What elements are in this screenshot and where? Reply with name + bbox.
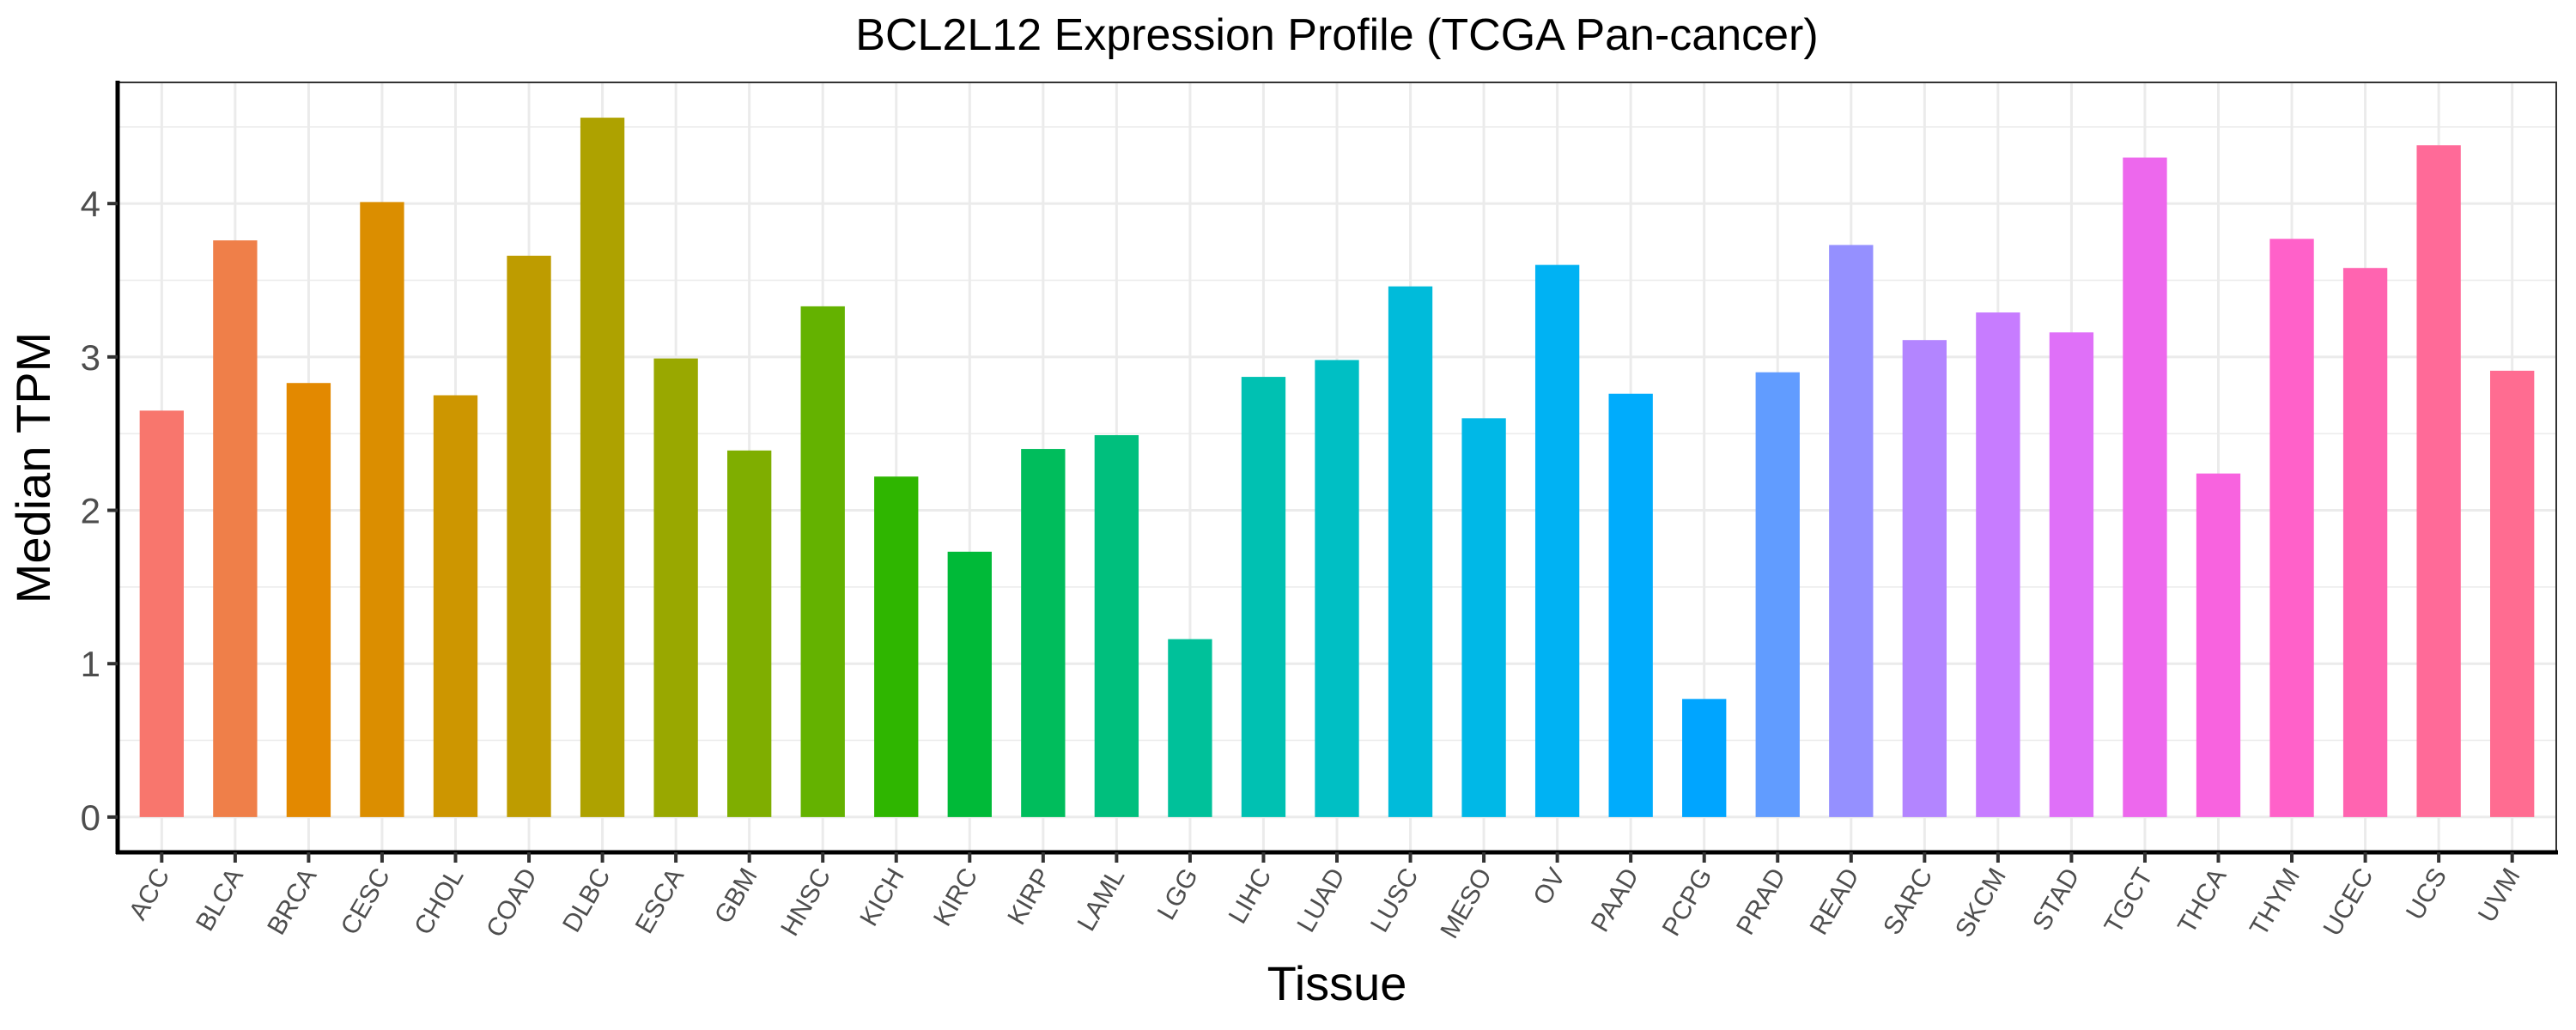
x-tick-label: ACC: [124, 863, 175, 924]
x-tick-label: KICH: [854, 863, 909, 931]
x-tick-label: BRCA: [262, 863, 322, 940]
bars: [139, 118, 2535, 817]
bar-chol: [433, 395, 478, 817]
bar-kich: [874, 476, 919, 817]
y-tick-label: 3: [81, 337, 100, 378]
x-tick-label: PAAD: [1586, 863, 1644, 936]
bar-meso: [1461, 418, 1506, 817]
bar-paad: [1608, 393, 1653, 817]
y-axis-ticks: 0 1 2 3 4: [81, 184, 118, 838]
bar-kirp: [1021, 449, 1066, 817]
x-tick-label: COAD: [481, 863, 543, 942]
x-tick-label: LAML: [1072, 863, 1131, 936]
x-axis-ticks: ACC BLCA BRCA CESC CHOL COAD DLBC ESCA GBM HNSC KI…: [124, 852, 2526, 943]
x-tick-label: PCPG: [1657, 863, 1718, 941]
y-axis-title: Median TPM: [6, 332, 60, 603]
bar-lihc: [1241, 377, 1286, 817]
x-tick-label: READ: [1805, 863, 1865, 940]
x-tick-label: LUSC: [1365, 863, 1425, 937]
x-tick-label: KIRC: [928, 863, 983, 931]
bar-sarc: [1902, 340, 1947, 817]
x-tick-label: SARC: [1878, 863, 1938, 940]
bar-pcpg: [1682, 699, 1727, 817]
x-tick-label: OV: [1528, 863, 1571, 910]
x-tick-label: ESCA: [630, 863, 690, 938]
bar-dlbc: [580, 118, 625, 817]
bar-acc: [139, 410, 184, 817]
x-tick-label: UCS: [2401, 863, 2452, 924]
bar-kirc: [947, 551, 992, 817]
bar-ucec: [2342, 268, 2388, 817]
bar-coad: [507, 255, 551, 817]
bar-blca: [213, 240, 258, 817]
x-tick-label: DLBC: [557, 863, 617, 937]
bar-prad: [1755, 372, 1800, 817]
x-tick-label: KIRP: [1002, 863, 1057, 930]
x-tick-label: LUAD: [1291, 863, 1351, 937]
x-tick-label: LGG: [1152, 863, 1204, 924]
bar-thym: [2269, 239, 2314, 817]
bar-ucs: [2416, 145, 2461, 817]
bar-skcm: [1976, 312, 2020, 817]
bar-laml: [1094, 434, 1139, 817]
y-tick-label: 2: [81, 491, 100, 531]
bar-uvm: [2490, 370, 2535, 817]
x-tick-label: UCEC: [2318, 863, 2379, 941]
chart-title: BCL2L12 Expression Profile (TCGA Pan-can…: [855, 10, 1818, 60]
x-tick-label: MESO: [1435, 863, 1498, 943]
x-tick-label: THYM: [2245, 863, 2306, 941]
x-tick-label: PRAD: [1731, 863, 1791, 940]
x-tick-label: UVM: [2473, 863, 2526, 927]
bar-gbm: [727, 450, 772, 817]
x-tick-label: CHOL: [409, 863, 469, 940]
bar-lusc: [1388, 286, 1433, 817]
bar-tgct: [2123, 157, 2167, 817]
x-tick-label: LIHC: [1224, 863, 1278, 929]
y-tick-label: 1: [81, 644, 100, 684]
x-tick-label: TGCT: [2099, 863, 2159, 938]
bar-cesc: [360, 202, 404, 817]
bar-thca: [2196, 473, 2241, 817]
x-tick-label: THCA: [2172, 863, 2232, 938]
bar-stad: [2049, 332, 2094, 817]
x-tick-label: CESC: [336, 863, 396, 940]
x-axis-title: Tissue: [1267, 956, 1407, 1010]
bar-hnsc: [800, 306, 845, 817]
x-tick-label: GBM: [709, 863, 763, 929]
x-tick-label: BLCA: [191, 863, 249, 936]
x-tick-label: HNSC: [775, 863, 836, 941]
bar-lgg: [1168, 639, 1212, 817]
bar-brca: [286, 383, 331, 817]
y-tick-label: 4: [81, 184, 100, 224]
x-tick-label: SKCM: [1950, 863, 2012, 942]
bar-luad: [1315, 360, 1359, 817]
x-tick-label: STAD: [2027, 863, 2085, 936]
bar-esca: [653, 358, 698, 817]
bar-ov: [1534, 264, 1580, 817]
bar-read: [1829, 245, 1874, 817]
y-tick-label: 0: [81, 797, 100, 838]
